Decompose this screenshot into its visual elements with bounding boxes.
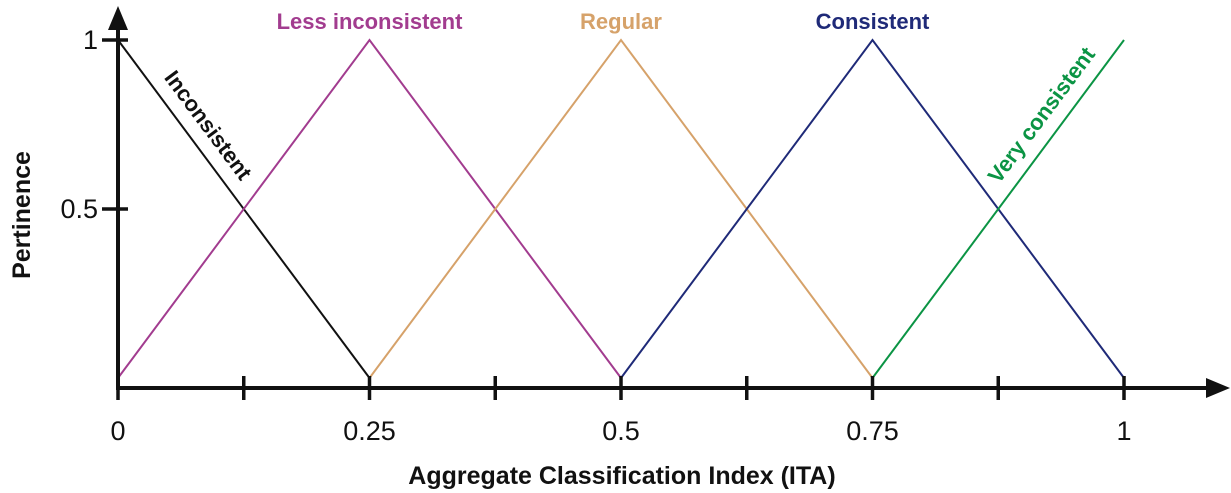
series-line-consistent	[620, 38, 1125, 379]
series-labels-layer: Inconsistent Less inconsistent Regular Cons…	[159, 9, 1100, 188]
x-tick-label: 0	[110, 416, 125, 446]
ticks-layer: 0 0.25 0.5 0.75 1 0.5 1	[60, 25, 1131, 446]
series-label-less-inconsistent: Less inconsistent	[277, 9, 464, 34]
x-axis-title: Aggregate Classification Index (ITA)	[408, 462, 835, 490]
x-tick-label: 0.75	[846, 416, 899, 446]
series-label-inconsistent: Inconsistent	[159, 66, 257, 185]
axes-layer	[108, 6, 1230, 398]
x-axis-arrowhead-icon	[1206, 378, 1230, 398]
y-tick-label: 0.5	[60, 194, 98, 224]
y-axis-arrowhead-icon	[108, 6, 128, 30]
series-line-less-inconsistent	[117, 38, 622, 379]
x-tick-label: 1	[1116, 416, 1131, 446]
series-line-very-consistent	[871, 39, 1125, 379]
y-tick-label: 1	[83, 25, 98, 55]
series-line-regular	[368, 38, 874, 379]
series-label-very-consistent: Very consistent	[983, 42, 1101, 188]
y-axis-title: Pertinence	[8, 151, 36, 279]
series-layer	[117, 38, 1125, 379]
x-tick-label: 0.5	[602, 416, 640, 446]
x-tick-label: 0.25	[343, 416, 396, 446]
series-label-regular: Regular	[580, 9, 662, 34]
series-label-consistent: Consistent	[816, 9, 930, 34]
